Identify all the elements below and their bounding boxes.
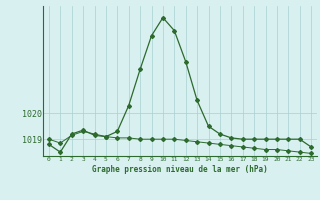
X-axis label: Graphe pression niveau de la mer (hPa): Graphe pression niveau de la mer (hPa)	[92, 165, 268, 174]
